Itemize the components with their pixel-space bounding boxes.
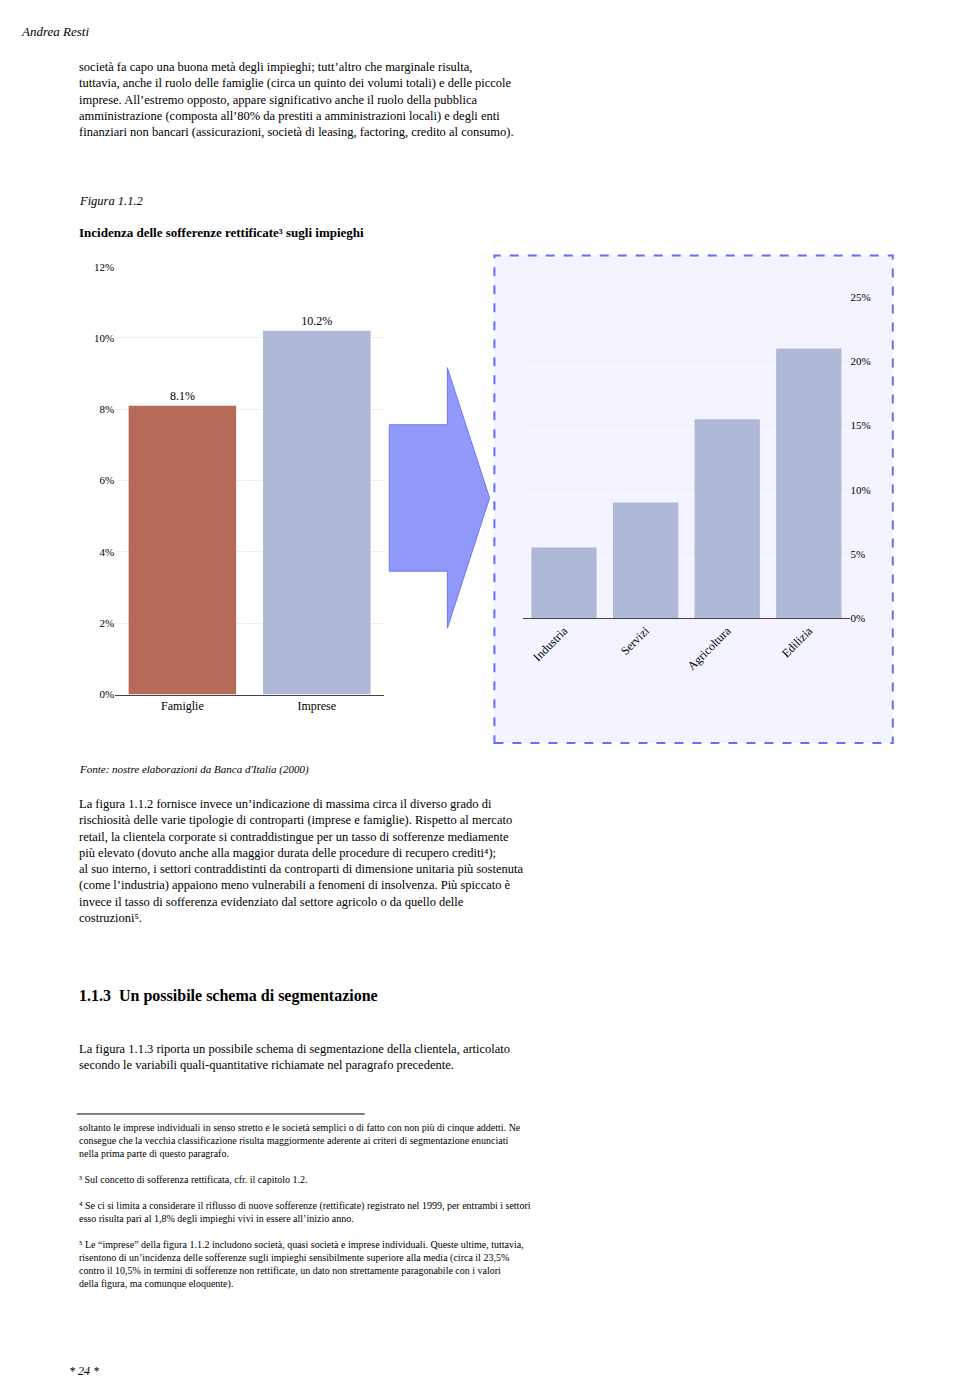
svg-text:8%: 8% <box>100 403 115 415</box>
svg-text:* 24 *: * 24 * <box>69 1364 99 1378</box>
svg-text:Imprese: Imprese <box>297 699 336 713</box>
svg-text:1.1.3 Un possibile schema di: 1.1.3 Un possibile schema di segmentazio… <box>79 987 378 1005</box>
svg-text:soltanto le imprese individual: soltanto le imprese individuali in senso… <box>79 1122 531 1290</box>
svg-text:25%: 25% <box>851 291 871 303</box>
svg-text:10%: 10% <box>851 484 871 496</box>
svg-text:Agricoltura: Agricoltura <box>685 623 734 672</box>
svg-text:Edilizia: Edilizia <box>779 623 816 660</box>
svg-text:15%: 15% <box>851 419 871 431</box>
svg-text:20%: 20% <box>851 355 871 367</box>
svg-text:Figura 1.1.2: Figura 1.1.2 <box>79 194 143 208</box>
svg-text:Fonte: nostre elaborazioni da: Fonte: nostre elaborazioni da Banca d'It… <box>79 763 309 776</box>
svg-text:4%: 4% <box>100 546 115 558</box>
svg-text:Famiglie: Famiglie <box>161 699 204 713</box>
svg-text:8.1%: 8.1% <box>170 389 195 403</box>
svg-text:La figura 1.1.2 fornisce invec: La figura 1.1.2 fornisce invece un’indic… <box>79 797 523 925</box>
svg-text:Incidenza delle sofferenze ret: Incidenza delle sofferenze rettificate³ … <box>79 225 364 240</box>
svg-text:10.2%: 10.2% <box>301 314 332 328</box>
svg-text:0%: 0% <box>100 688 115 700</box>
svg-text:Industria: Industria <box>530 623 571 664</box>
svg-text:La figura 1.1.3 riporta un pos: La figura 1.1.3 riporta un possibile sch… <box>79 1042 510 1072</box>
svg-text:Servizi: Servizi <box>618 624 652 658</box>
svg-text:2%: 2% <box>100 617 115 629</box>
svg-text:5%: 5% <box>851 548 866 560</box>
svg-text:Andrea Resti: Andrea Resti <box>21 24 89 39</box>
svg-text:0%: 0% <box>851 612 866 624</box>
svg-text:6%: 6% <box>100 474 115 486</box>
svg-text:società fa capo una buona metà: società fa capo una buona metà degli imp… <box>79 60 514 139</box>
svg-text:10%: 10% <box>94 332 114 344</box>
svg-text:12%: 12% <box>94 261 114 273</box>
